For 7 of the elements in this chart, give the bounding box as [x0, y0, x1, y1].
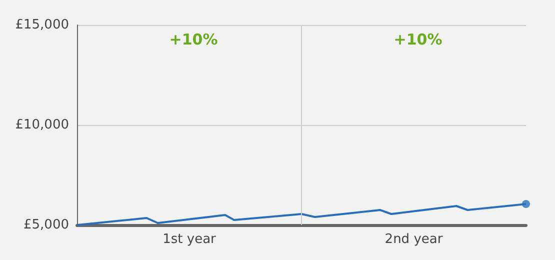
- x-tick-label: 1st year: [162, 232, 217, 247]
- y-tick-label: £10,000: [15, 118, 69, 132]
- x-tick-label: 2nd year: [384, 232, 444, 247]
- annotation: +10%: [394, 30, 442, 48]
- y-tick-label: £15,000: [15, 18, 69, 32]
- y-tick-label: £5,000: [24, 218, 69, 232]
- annotation: +10%: [169, 30, 218, 48]
